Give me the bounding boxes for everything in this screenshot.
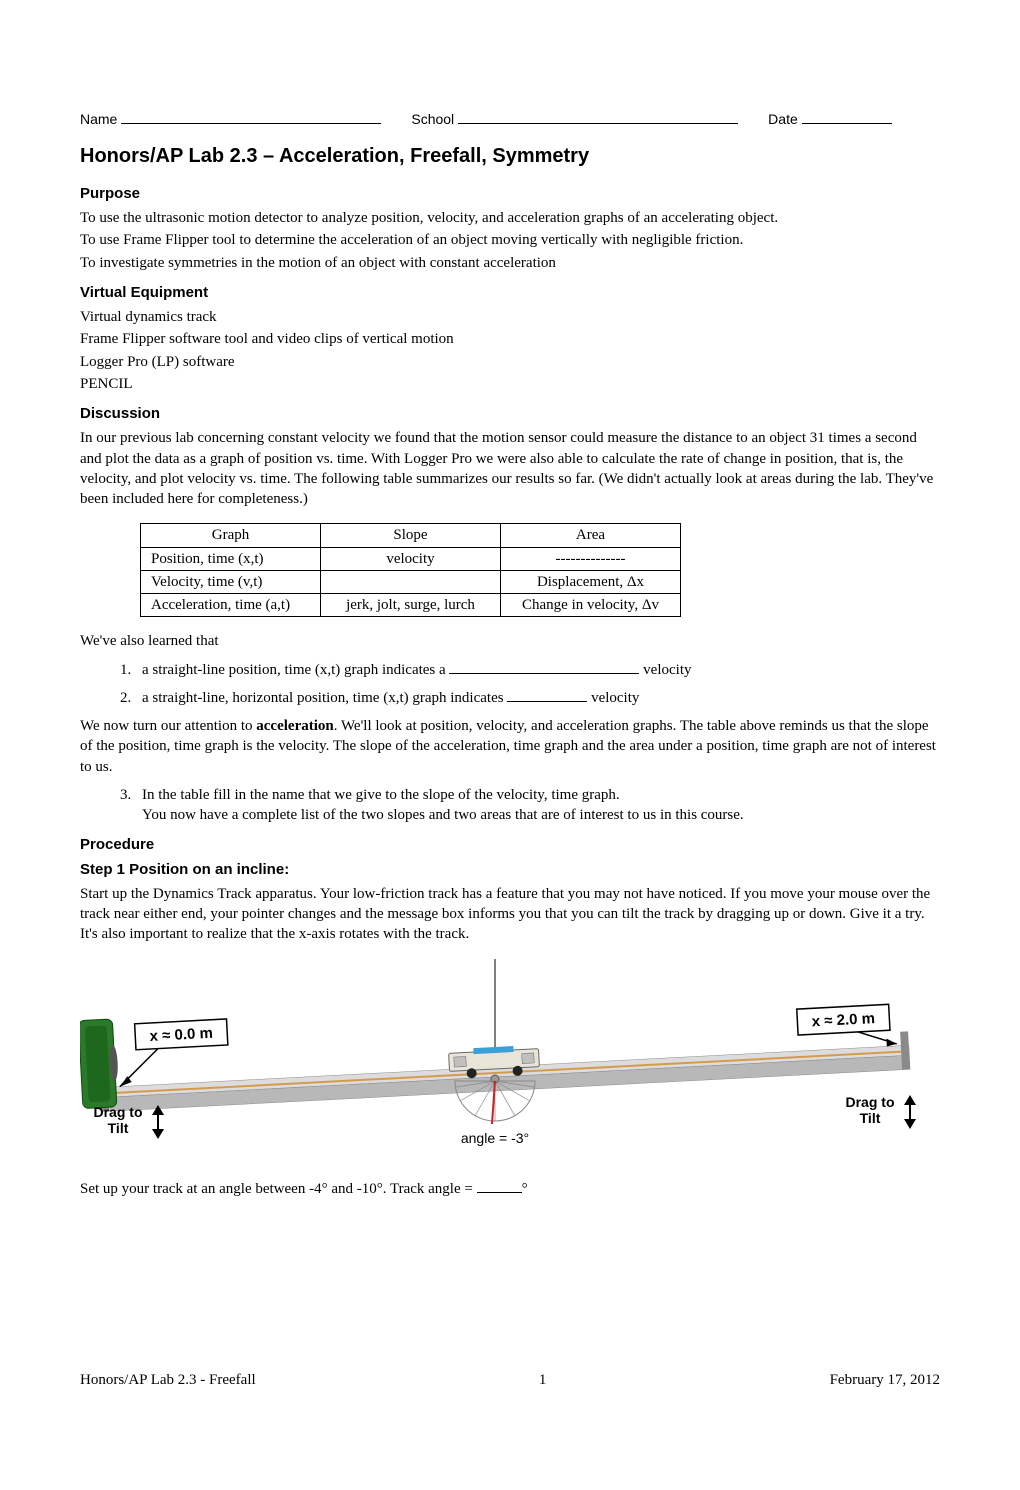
table-header: Graph bbox=[141, 524, 321, 547]
item-pre: a straight-line, horizontal position, ti… bbox=[142, 690, 507, 706]
table-cell: Position, time (x,t) bbox=[141, 547, 321, 570]
discussion-para: In our previous lab concerning constant … bbox=[80, 428, 940, 509]
date-blank[interactable] bbox=[802, 123, 892, 124]
name-field: Name bbox=[80, 110, 381, 129]
school-blank[interactable] bbox=[458, 123, 738, 124]
purpose-head: Purpose bbox=[80, 184, 940, 204]
accel-pre: We now turn our attention to bbox=[80, 718, 256, 734]
name-label: Name bbox=[80, 110, 117, 129]
svg-text:Tilt: Tilt bbox=[860, 1110, 881, 1126]
fill-blank[interactable] bbox=[449, 673, 639, 674]
right-label: x ≈ 2.0 m bbox=[811, 1010, 875, 1030]
table-cell-blank[interactable] bbox=[321, 570, 501, 593]
date-label: Date bbox=[768, 110, 798, 129]
list-item: 2. a straight-line, horizontal position,… bbox=[120, 688, 940, 708]
table-cell: Acceleration, time (a,t) bbox=[141, 594, 321, 617]
table-row: Graph Slope Area bbox=[141, 524, 681, 547]
table-header: Area bbox=[501, 524, 681, 547]
purpose-list: To use the ultrasonic motion detector to… bbox=[80, 208, 940, 273]
table-cell: Change in velocity, Δv bbox=[501, 594, 681, 617]
item-number: 3. bbox=[120, 785, 142, 826]
purpose-line: To use the ultrasonic motion detector to… bbox=[80, 208, 940, 228]
table-cell: velocity bbox=[321, 547, 501, 570]
school-label: School bbox=[411, 110, 454, 129]
table-cell: Velocity, time (v,t) bbox=[141, 570, 321, 593]
setup-post: ° bbox=[522, 1181, 528, 1197]
table-row: Velocity, time (v,t) Displacement, Δx bbox=[141, 570, 681, 593]
numbered-list-2: 3. In the table fill in the name that we… bbox=[120, 785, 940, 826]
numbered-list: 1. a straight-line position, time (x,t) … bbox=[120, 660, 940, 709]
left-label: x ≈ 0.0 m bbox=[149, 1024, 213, 1044]
setup-pre: Set up your track at an angle between -4… bbox=[80, 1181, 477, 1197]
name-blank[interactable] bbox=[121, 123, 381, 124]
equipment-line: Logger Pro (LP) software bbox=[80, 352, 940, 372]
svg-text:Tilt: Tilt bbox=[108, 1120, 129, 1136]
item-post: velocity bbox=[587, 690, 639, 706]
footer-right: February 17, 2012 bbox=[830, 1370, 940, 1390]
svg-text:Drag to: Drag to bbox=[94, 1104, 143, 1120]
equipment-line: Frame Flipper software tool and video cl… bbox=[80, 329, 940, 349]
table-cell: -------------- bbox=[501, 547, 681, 570]
page-footer: Honors/AP Lab 2.3 - Freefall 1 February … bbox=[80, 1370, 940, 1390]
list-item: 3. In the table fill in the name that we… bbox=[120, 785, 940, 826]
table-cell: jerk, jolt, surge, lurch bbox=[321, 594, 501, 617]
track-figure: x ≈ 0.0 m x ≈ 2.0 m bbox=[80, 959, 930, 1169]
equipment-head: Virtual Equipment bbox=[80, 283, 940, 303]
item-post: velocity bbox=[639, 662, 691, 678]
acceleration-para: We now turn our attention to acceleratio… bbox=[80, 716, 940, 777]
list-item: 1. a straight-line position, time (x,t) … bbox=[120, 660, 940, 680]
equipment-line: PENCIL bbox=[80, 374, 940, 394]
item-number: 2. bbox=[120, 688, 142, 708]
table-cell: Displacement, Δx bbox=[501, 570, 681, 593]
drag-left[interactable]: Drag to Tilt bbox=[94, 1104, 165, 1139]
page-title: Honors/AP Lab 2.3 – Acceleration, Freefa… bbox=[80, 143, 940, 170]
school-field: School bbox=[411, 110, 738, 129]
table-row: Position, time (x,t) velocity ----------… bbox=[141, 547, 681, 570]
accel-bold: acceleration bbox=[256, 718, 333, 734]
setup-line: Set up your track at an angle between -4… bbox=[80, 1179, 940, 1199]
item-text: a straight-line, horizontal position, ti… bbox=[142, 688, 940, 708]
discussion-head: Discussion bbox=[80, 404, 940, 424]
equipment-list: Virtual dynamics track Frame Flipper sof… bbox=[80, 307, 940, 394]
fill-blank[interactable] bbox=[507, 701, 587, 702]
item-text: a straight-line position, time (x,t) gra… bbox=[142, 660, 940, 680]
procedure-head: Procedure bbox=[80, 835, 940, 855]
footer-left: Honors/AP Lab 2.3 - Freefall bbox=[80, 1370, 256, 1390]
date-field: Date bbox=[768, 110, 892, 129]
item3-line: In the table fill in the name that we gi… bbox=[142, 785, 940, 805]
angle-blank[interactable] bbox=[477, 1192, 522, 1193]
step1-para: Start up the Dynamics Track apparatus. Y… bbox=[80, 884, 940, 945]
step1-head: Step 1 Position on an incline: bbox=[80, 860, 940, 880]
summary-table: Graph Slope Area Position, time (x,t) ve… bbox=[140, 523, 681, 617]
track-svg: x ≈ 0.0 m x ≈ 2.0 m bbox=[80, 959, 930, 1169]
item-text: In the table fill in the name that we gi… bbox=[142, 785, 940, 826]
item-pre: a straight-line position, time (x,t) gra… bbox=[142, 662, 449, 678]
item3-line: You now have a complete list of the two … bbox=[142, 805, 940, 825]
also-learned: We've also learned that bbox=[80, 631, 940, 651]
svg-text:Drag to: Drag to bbox=[846, 1094, 895, 1110]
item-number: 1. bbox=[120, 660, 142, 680]
table-header: Slope bbox=[321, 524, 501, 547]
angle-text: angle = -3° bbox=[461, 1130, 529, 1146]
purpose-line: To investigate symmetries in the motion … bbox=[80, 253, 940, 273]
drag-right[interactable]: Drag to Tilt bbox=[846, 1094, 917, 1129]
header-fields: Name School Date bbox=[80, 110, 940, 129]
purpose-line: To use Frame Flipper tool to determine t… bbox=[80, 230, 940, 250]
footer-center: 1 bbox=[539, 1370, 547, 1390]
equipment-line: Virtual dynamics track bbox=[80, 307, 940, 327]
table-row: Acceleration, time (a,t) jerk, jolt, sur… bbox=[141, 594, 681, 617]
